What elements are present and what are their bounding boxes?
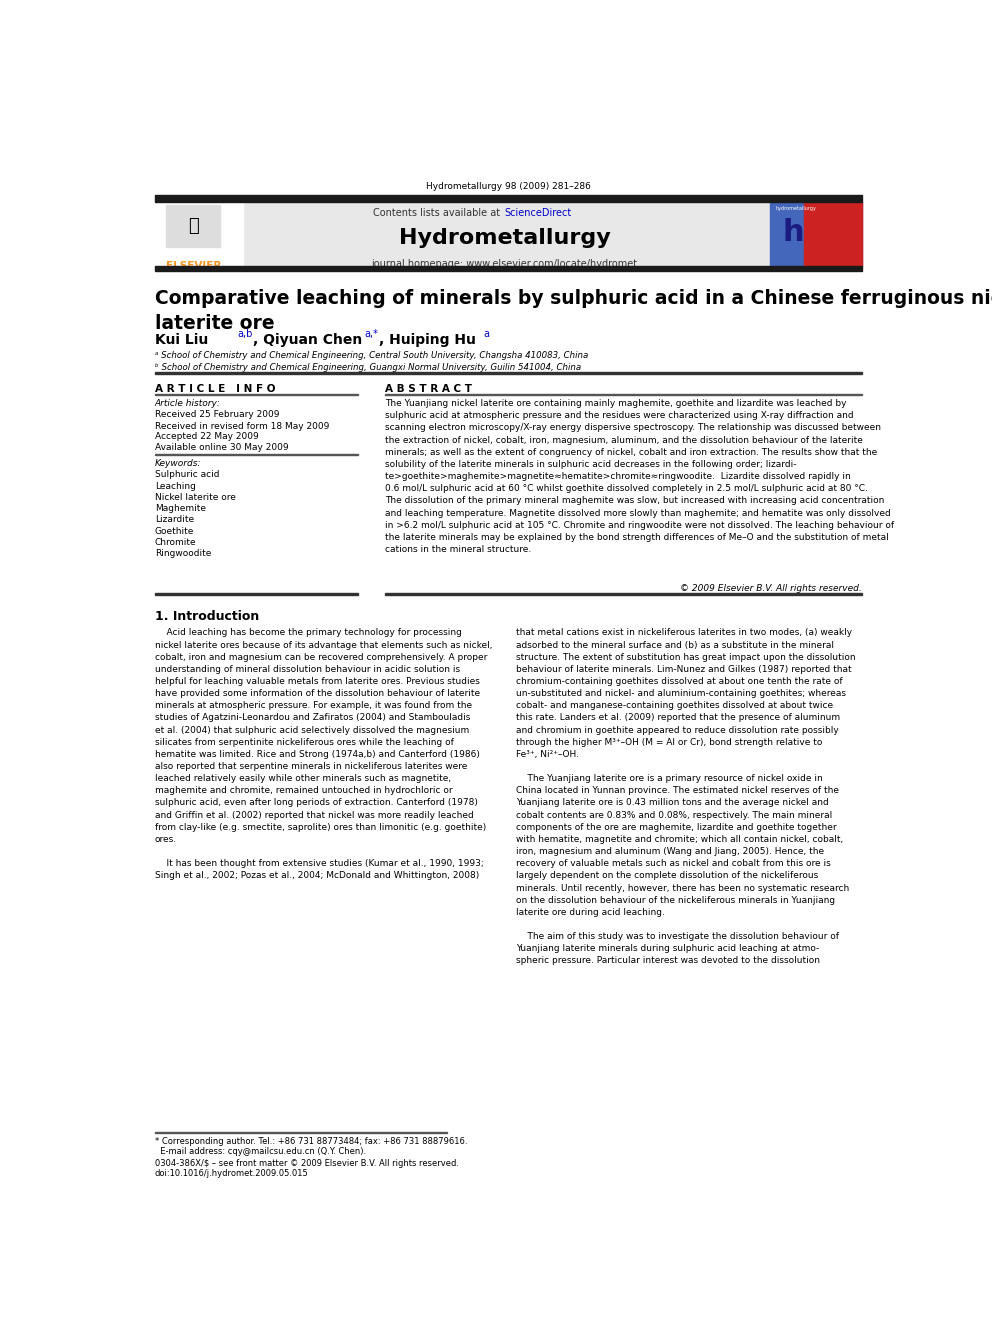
Text: doi:10.1016/j.hydromet.2009.05.015: doi:10.1016/j.hydromet.2009.05.015 (155, 1170, 309, 1179)
Text: journal homepage: www.elsevier.com/locate/hydromet: journal homepage: www.elsevier.com/locat… (371, 258, 638, 269)
Bar (167, 205, 220, 247)
Text: Ringwoodite: Ringwoodite (155, 549, 211, 558)
Text: Accepted 22 May 2009: Accepted 22 May 2009 (155, 431, 259, 441)
Text: ELSEVIER: ELSEVIER (166, 261, 221, 271)
Text: Contents lists available at: Contents lists available at (373, 208, 503, 218)
Text: Acid leaching has become the primary technology for processing
nickel laterite o: Acid leaching has become the primary tec… (155, 628, 492, 880)
Text: 1. Introduction: 1. Introduction (155, 610, 259, 623)
Text: Sulphuric acid: Sulphuric acid (155, 471, 219, 479)
Text: Chromite: Chromite (155, 537, 196, 546)
Text: Leaching: Leaching (155, 482, 195, 491)
Bar (155, 593, 358, 595)
Text: Nickel laterite ore: Nickel laterite ore (155, 493, 236, 501)
Text: Received in revised form 18 May 2009: Received in revised form 18 May 2009 (155, 422, 329, 430)
Text: 0304-386X/$ – see front matter © 2009 Elsevier B.V. All rights reserved.: 0304-386X/$ – see front matter © 2009 El… (155, 1159, 458, 1168)
Text: Article history:: Article history: (155, 400, 220, 409)
Text: A B S T R A C T: A B S T R A C T (386, 384, 472, 394)
Text: Goethite: Goethite (155, 527, 194, 536)
Text: Lizardite: Lizardite (155, 516, 193, 524)
Text: A R T I C L E   I N F O: A R T I C L E I N F O (155, 384, 275, 394)
Text: a,b: a,b (238, 329, 253, 339)
Text: ᵇ School of Chemistry and Chemical Engineering, Guangxi Normal University, Guili: ᵇ School of Chemistry and Chemical Engin… (155, 363, 581, 372)
Text: ScienceDirect: ScienceDirect (505, 208, 571, 218)
Text: Keywords:: Keywords: (155, 459, 201, 468)
Bar (155, 372, 862, 373)
Text: Hydrometallurgy 98 (2009) 281–286: Hydrometallurgy 98 (2009) 281–286 (426, 183, 591, 192)
Text: h: h (782, 217, 804, 246)
Text: Received 25 February 2009: Received 25 February 2009 (155, 410, 280, 419)
Text: that metal cations exist in nickeliferous laterites in two modes, (a) weakly
ads: that metal cations exist in nickeliferou… (516, 628, 856, 966)
Text: * Corresponding author. Tel.: +86 731 88773484; fax: +86 731 88879616.: * Corresponding author. Tel.: +86 731 88… (155, 1136, 467, 1146)
Bar (155, 201, 243, 266)
Text: a,*: a,* (365, 329, 379, 339)
Bar (805, 201, 862, 266)
Text: Comparative leaching of minerals by sulphuric acid in a Chinese ferruginous nick: Comparative leaching of minerals by sulp… (155, 290, 992, 333)
Text: hydrometallurgy: hydrometallurgy (776, 205, 816, 210)
Text: 🌲: 🌲 (187, 217, 198, 235)
Text: Kui Liu: Kui Liu (155, 333, 213, 347)
Bar (386, 593, 862, 595)
Text: © 2009 Elsevier B.V. All rights reserved.: © 2009 Elsevier B.V. All rights reserved… (681, 583, 862, 593)
Text: E-mail address: cqy@mailcsu.edu.cn (Q.Y. Chen).: E-mail address: cqy@mailcsu.edu.cn (Q.Y.… (155, 1147, 366, 1156)
Bar (155, 196, 862, 201)
Text: The Yuanjiang nickel laterite ore containing mainly maghemite, goethite and liza: The Yuanjiang nickel laterite ore contai… (386, 400, 895, 554)
Bar (770, 201, 862, 266)
Text: Available online 30 May 2009: Available online 30 May 2009 (155, 443, 289, 452)
Bar (155, 266, 862, 271)
Text: Hydrometallurgy: Hydrometallurgy (399, 228, 610, 247)
Text: a: a (484, 329, 490, 339)
Text: Maghemite: Maghemite (155, 504, 205, 513)
Text: , Qiyuan Chen: , Qiyuan Chen (253, 333, 367, 347)
Text: ᵃ School of Chemistry and Chemical Engineering, Central South University, Changs: ᵃ School of Chemistry and Chemical Engin… (155, 352, 588, 360)
Text: , Huiping Hu: , Huiping Hu (379, 333, 481, 347)
Bar (243, 201, 770, 266)
